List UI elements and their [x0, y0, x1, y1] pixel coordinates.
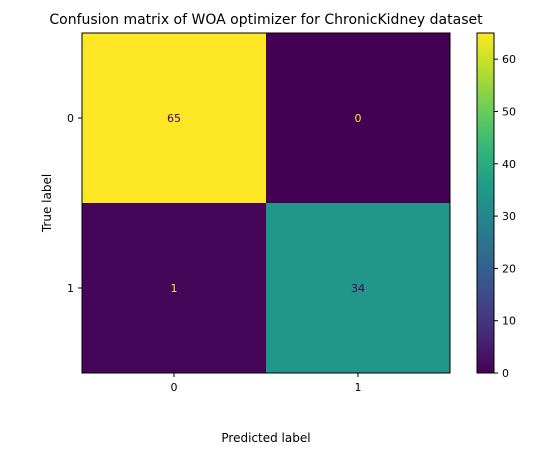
y-tick-label-0: 0 — [67, 112, 74, 125]
colorbar-tick-label-1: 10 — [502, 315, 516, 328]
heatmap-cell-0-0 — [82, 33, 266, 203]
cell-value-1-0: 1 — [171, 282, 178, 295]
chart-title: Confusion matrix of WOA optimizer for Ch… — [49, 12, 483, 28]
heatmap-cell-0-1 — [266, 33, 450, 203]
colorbar-tick-label-6: 60 — [502, 53, 516, 66]
cell-value-0-1: 0 — [355, 112, 362, 125]
x-axis-label: Predicted label — [221, 431, 310, 445]
x-tick-label-0: 0 — [171, 381, 178, 394]
heatmap-cell-1-0 — [82, 203, 266, 373]
colorbar-tick-label-4: 40 — [502, 158, 516, 171]
colorbar-tick-label-2: 20 — [502, 262, 516, 275]
cell-value-1-1: 34 — [351, 282, 365, 295]
x-tick-label-1: 1 — [355, 381, 362, 394]
plot-frame — [81, 32, 451, 374]
colorbar-tick-label-3: 30 — [502, 210, 516, 223]
colorbar — [476, 32, 495, 374]
colorbar-tick-label-5: 50 — [502, 105, 516, 118]
y-axis-label: True label — [40, 174, 54, 233]
colorbar-tick-label-0: 0 — [502, 367, 509, 380]
y-tick-label-1: 1 — [67, 282, 74, 295]
cell-value-0-0: 65 — [167, 112, 181, 125]
heatmap-cell-1-1 — [266, 203, 450, 373]
